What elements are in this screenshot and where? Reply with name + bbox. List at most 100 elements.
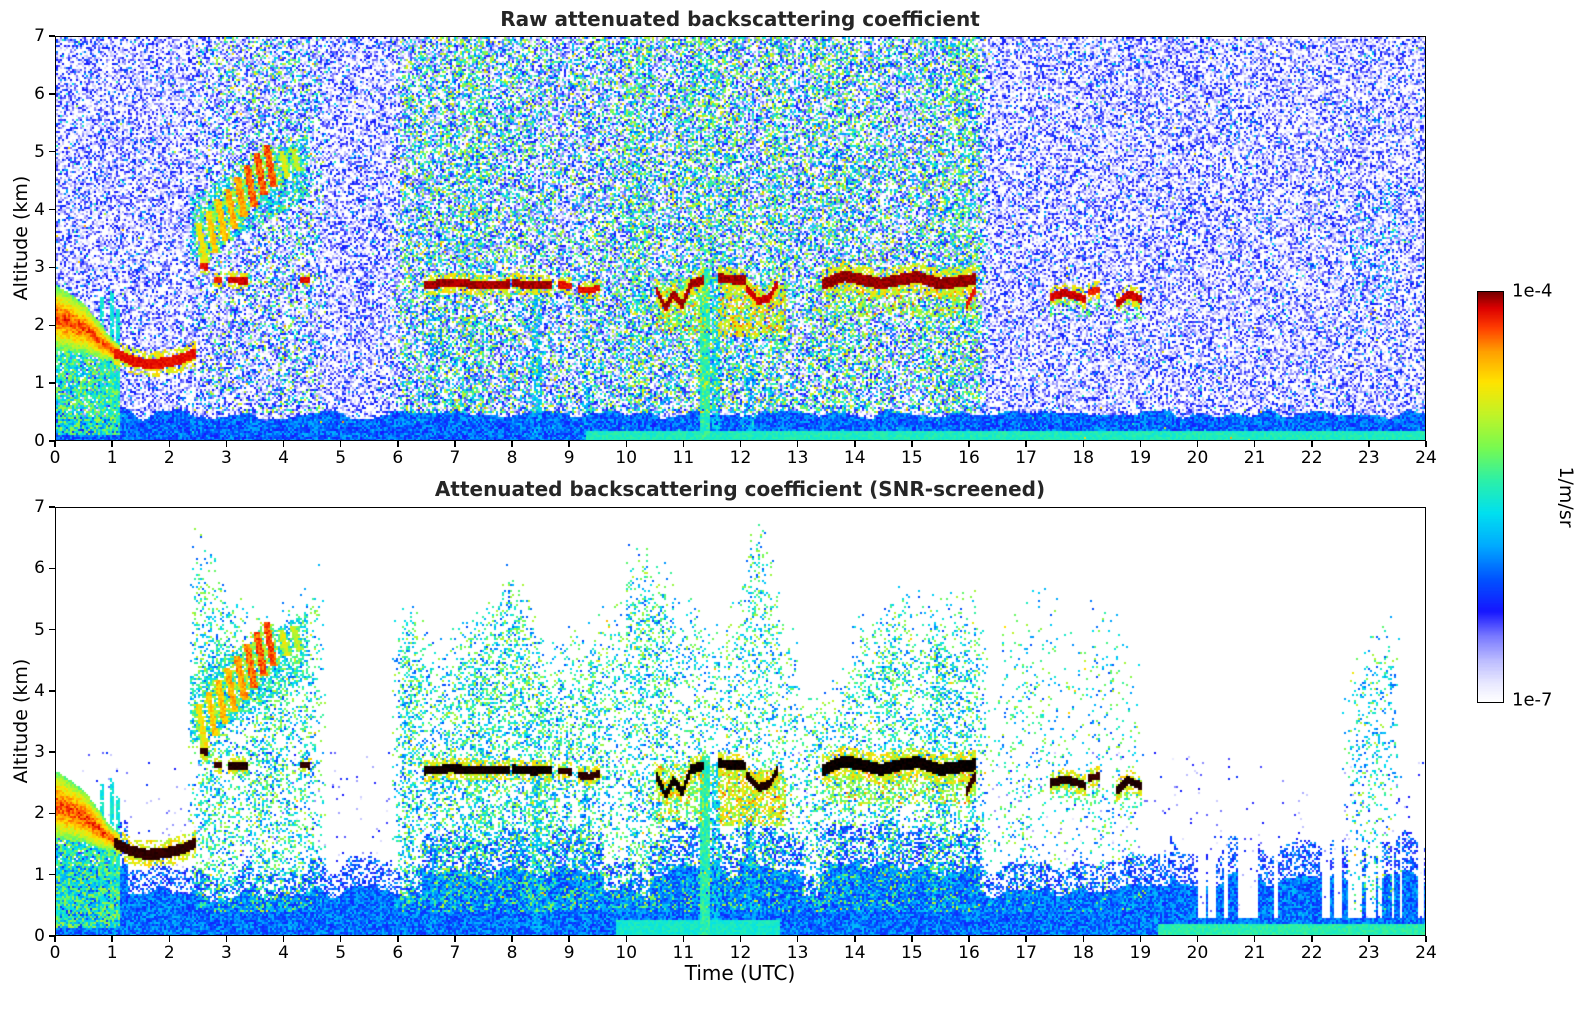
x-tick-label: 0 <box>49 448 61 468</box>
x-tick <box>282 441 285 447</box>
screened-plot-title: Attenuated backscattering coefficient (S… <box>434 477 1046 501</box>
x-tick-label: 18 <box>1072 448 1095 468</box>
x-tick <box>168 936 170 942</box>
x-tick <box>1253 441 1256 447</box>
x-tick-label: 8 <box>506 943 518 963</box>
y-tick <box>49 751 55 753</box>
colorbar-min-label: 1e-7 <box>1512 689 1553 711</box>
y-tick <box>49 35 55 37</box>
x-tick-label: 13 <box>786 448 809 468</box>
y-tick <box>49 812 55 815</box>
x-tick <box>339 936 342 942</box>
x-tick-label: 6 <box>392 943 404 963</box>
x-tick-label: 3 <box>220 448 232 468</box>
colorbar <box>1477 291 1504 703</box>
raw-y-axis-label: Altitude (km) <box>10 175 32 301</box>
x-tick-label: 12 <box>729 448 752 468</box>
x-tick <box>454 936 456 942</box>
raw-heatmap-plot <box>55 36 1426 441</box>
x-tick-label: 11 <box>672 448 695 468</box>
colorbar-max-label: 1e-4 <box>1512 280 1553 302</box>
screened-heatmap-canvas <box>56 508 1425 935</box>
y-tick <box>49 266 55 269</box>
x-tick <box>225 441 228 447</box>
x-tick-label: 14 <box>843 943 866 963</box>
x-tick-label: 19 <box>1129 448 1152 468</box>
x-tick <box>911 936 913 942</box>
x-tick <box>168 441 170 447</box>
x-tick-label: 17 <box>1015 448 1037 468</box>
x-tick-label: 21 <box>1243 943 1266 963</box>
x-tick <box>1139 441 1142 447</box>
x-tick-label: 10 <box>615 448 638 468</box>
x-tick <box>1311 936 1313 942</box>
x-tick <box>397 936 399 942</box>
x-tick <box>282 936 285 942</box>
x-tick-label: 2 <box>163 943 175 963</box>
screened-heatmap-plot <box>55 507 1426 936</box>
x-tick <box>854 936 856 942</box>
y-tick-label: 0 <box>34 926 45 946</box>
x-tick <box>796 936 799 942</box>
x-tick <box>568 441 570 447</box>
y-tick-label: 1 <box>34 864 45 885</box>
x-tick <box>1082 936 1084 942</box>
x-tick-label: 0 <box>49 943 61 963</box>
x-tick <box>739 441 742 447</box>
x-tick <box>111 441 113 447</box>
y-tick-label: 7 <box>34 26 45 46</box>
x-tick-label: 5 <box>335 448 347 468</box>
x-tick-label: 24 <box>1415 448 1437 468</box>
y-tick <box>49 506 55 508</box>
x-tick <box>54 441 56 447</box>
screened-y-axis-label: Altitude (km) <box>10 658 32 784</box>
x-tick <box>1139 936 1142 942</box>
x-axis-label: Time (UTC) <box>684 961 796 985</box>
x-tick <box>111 936 113 942</box>
y-tick-label: 4 <box>34 199 45 220</box>
y-tick-label: 1 <box>34 373 45 394</box>
x-tick <box>682 936 685 942</box>
x-tick-label: 18 <box>1072 943 1095 963</box>
x-tick-label: 9 <box>563 448 575 468</box>
y-tick-label: 0 <box>34 431 45 451</box>
y-tick <box>49 935 55 937</box>
x-tick <box>1311 441 1313 447</box>
x-tick <box>1425 441 1427 447</box>
raw-heatmap-canvas <box>56 37 1425 440</box>
x-tick <box>1196 441 1199 447</box>
x-tick <box>682 441 685 447</box>
x-tick-label: 10 <box>615 943 638 963</box>
x-tick-label: 23 <box>1358 943 1380 963</box>
x-tick <box>968 441 970 447</box>
x-tick-label: 9 <box>563 943 575 963</box>
x-tick-label: 2 <box>163 448 175 468</box>
x-tick-label: 17 <box>1015 943 1037 963</box>
x-tick-label: 4 <box>278 943 289 963</box>
x-tick <box>854 441 856 447</box>
x-tick <box>511 441 513 447</box>
y-tick <box>49 324 55 327</box>
x-tick-label: 1 <box>106 448 118 468</box>
x-tick <box>454 441 456 447</box>
y-tick-label: 4 <box>34 680 45 701</box>
x-tick <box>739 936 742 942</box>
x-tick <box>568 936 570 942</box>
y-tick-label: 6 <box>34 558 45 579</box>
x-tick-label: 7 <box>449 943 461 963</box>
y-tick-label: 5 <box>34 619 45 640</box>
y-tick <box>49 93 55 95</box>
x-tick-label: 1 <box>106 943 118 963</box>
y-tick <box>49 690 55 692</box>
x-tick-label: 20 <box>1186 943 1209 963</box>
x-tick-label: 4 <box>278 448 289 468</box>
y-tick <box>49 208 55 211</box>
x-tick-label: 19 <box>1129 943 1152 963</box>
x-tick-label: 13 <box>786 943 809 963</box>
x-tick-label: 5 <box>335 943 347 963</box>
x-tick-label: 24 <box>1415 943 1437 963</box>
y-tick <box>49 382 55 384</box>
x-tick-label: 22 <box>1300 448 1323 468</box>
y-tick <box>49 873 55 876</box>
